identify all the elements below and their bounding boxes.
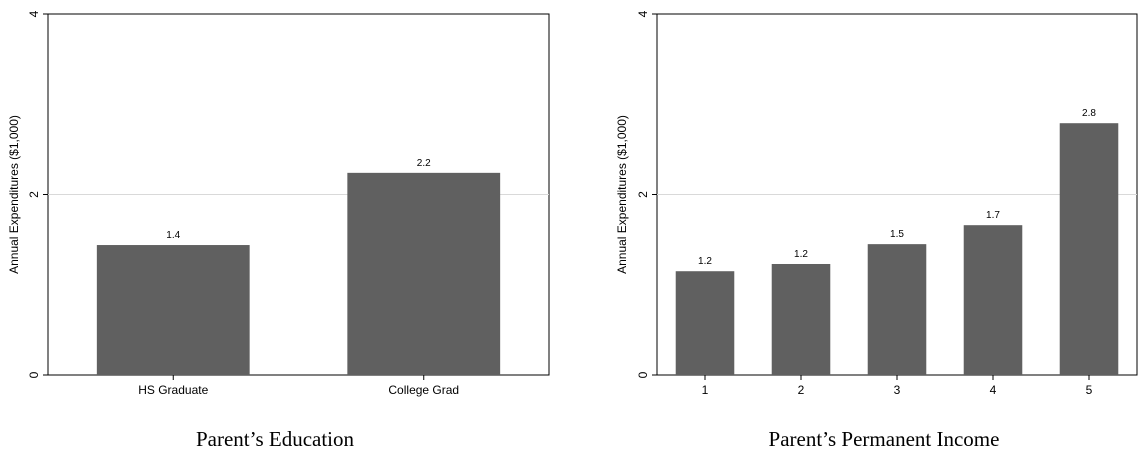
bar-value-label: 1.4 — [166, 230, 180, 241]
bar — [867, 244, 927, 375]
x-tick-label: 5 — [1086, 383, 1093, 397]
y-axis-label: Annual Expenditures ($1,000) — [615, 115, 629, 274]
bar-value-label: 1.2 — [698, 256, 712, 267]
y-tick-label: 0 — [27, 371, 41, 378]
x-tick-label: HS Graduate — [138, 383, 208, 397]
y-tick-label: 2 — [27, 191, 41, 198]
x-tick-label: 2 — [798, 383, 805, 397]
chart-panel-income: 0 2 4 Annual Expenditures ($1,000) 1.2 1 1.2 2 1… — [600, 0, 1143, 452]
chart-caption-income: Parent’s Permanent Income — [768, 427, 1000, 451]
y-tick-label: 4 — [27, 10, 41, 17]
bar-value-label: 2.2 — [417, 158, 431, 169]
bar-value-label: 1.7 — [986, 210, 1000, 221]
chart-panel-education: 0 2 4 Annual Expenditures ($1,000) 1.4 HS Gra… — [0, 0, 560, 452]
y-tick-label: 4 — [636, 10, 650, 17]
bar-value-label: 1.5 — [890, 229, 904, 240]
bar-value-label: 1.2 — [794, 249, 808, 260]
bar — [675, 271, 735, 375]
bar — [771, 263, 831, 375]
x-tick-label: 4 — [990, 383, 997, 397]
chart-education: 0 2 4 Annual Expenditures ($1,000) 1.4 HS Gra… — [7, 10, 550, 397]
chart-caption-education: Parent’s Education — [195, 427, 355, 451]
bar — [96, 245, 250, 375]
x-tick-label: 3 — [894, 383, 901, 397]
bar-value-label: 2.8 — [1082, 108, 1096, 119]
y-tick-label: 0 — [636, 371, 650, 378]
bar — [963, 225, 1023, 375]
bar — [347, 172, 501, 375]
bar — [1059, 123, 1119, 375]
chart-income: 0 2 4 Annual Expenditures ($1,000) 1.2 1 1.2 2 1… — [615, 10, 1138, 397]
y-axis-label: Annual Expenditures ($1,000) — [7, 115, 21, 274]
y-tick-label: 2 — [636, 191, 650, 198]
x-tick-label: College Grad — [388, 383, 459, 397]
x-tick-label: 1 — [702, 383, 709, 397]
